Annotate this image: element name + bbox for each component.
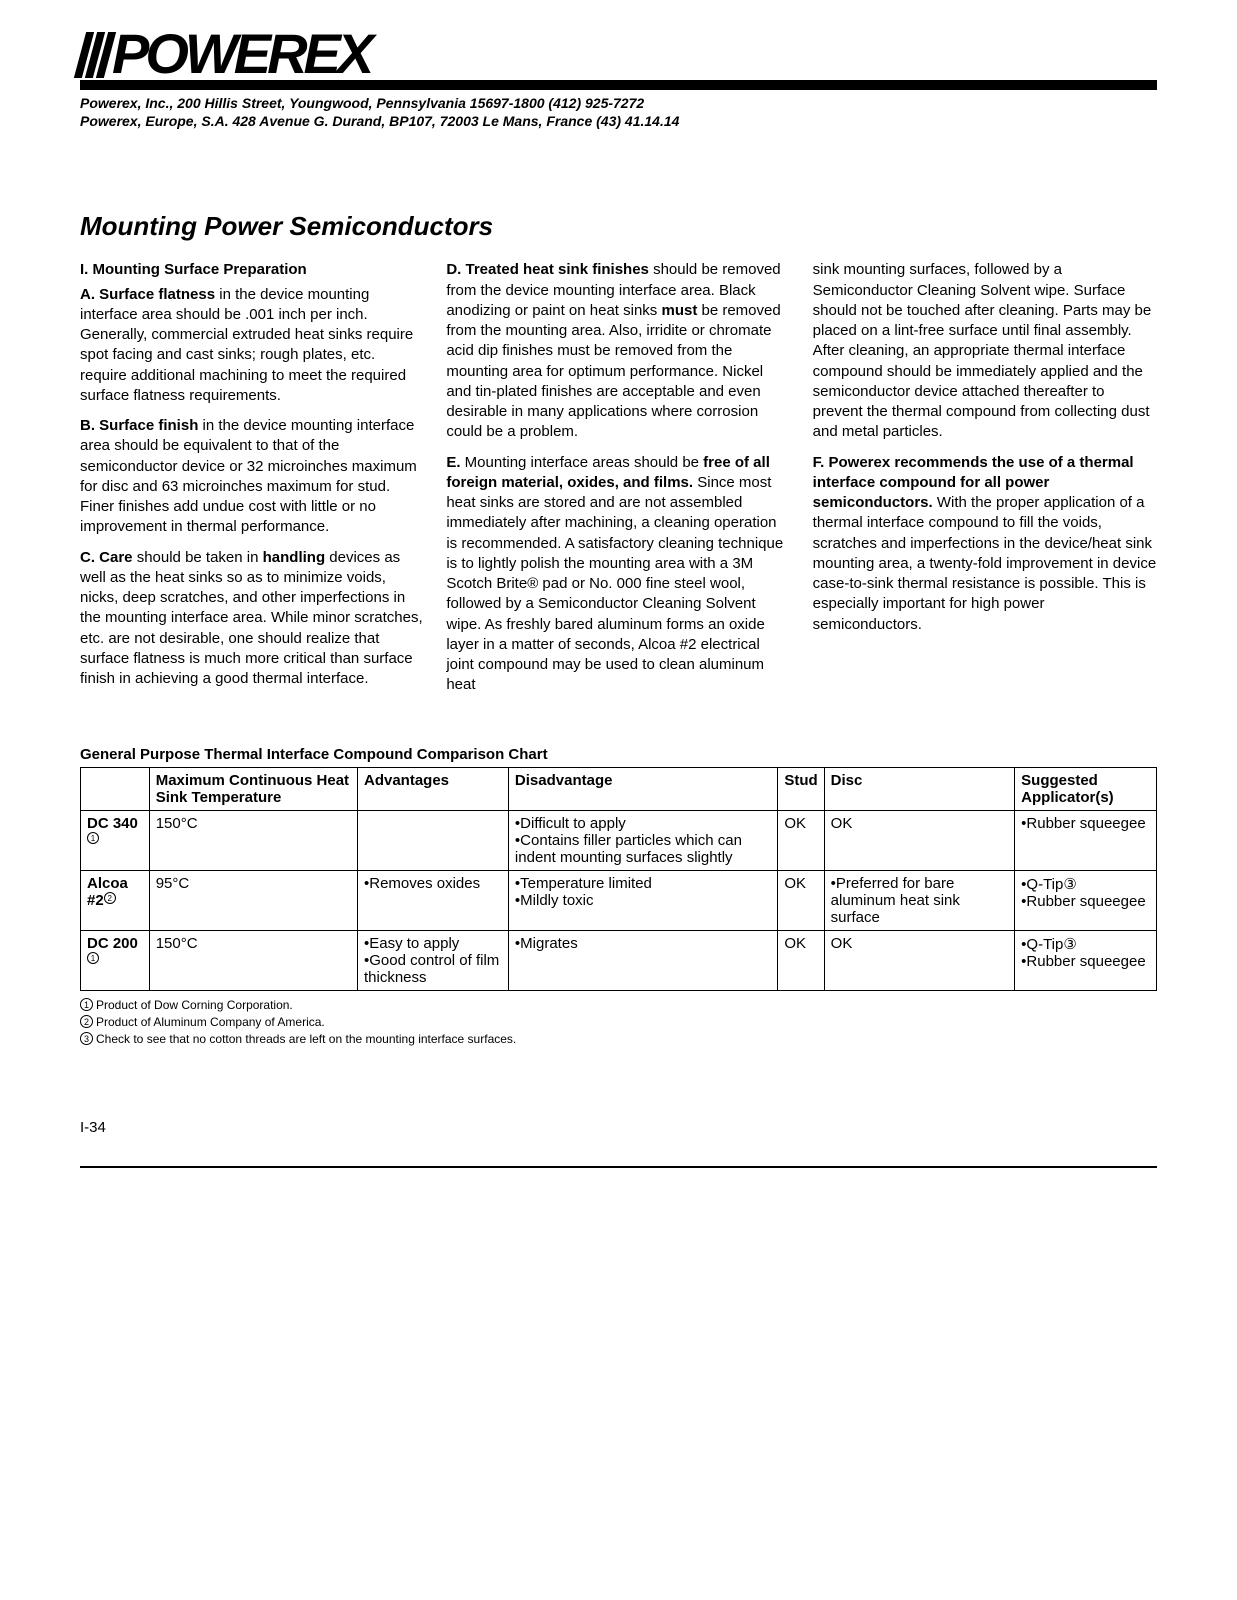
item-e-label: E. [446,454,460,471]
cell-name: DC 3401 [81,810,150,870]
col3-continuation: sink mounting surfaces, followed by a Se… [813,260,1157,442]
bottom-rule [80,1166,1157,1168]
comparison-table: Maximum Continuous Heat Sink Temperature… [80,767,1157,991]
table-row: DC 2001150°C•Easy to apply •Good control… [81,930,1157,990]
item-f-text: With the proper application of a thermal… [813,494,1157,633]
th-app: Suggested Applicator(s) [1015,767,1157,810]
item-b-text: in the device mounting interface area sh… [80,417,417,535]
cell-dis: •Temperature limited •Mildly toxic [508,870,777,930]
table-header-row: Maximum Continuous Heat Sink Temperature… [81,767,1157,810]
chart-title: General Purpose Thermal Interface Compou… [80,746,1157,763]
th-name [81,767,150,810]
item-c-label: C. Care [80,549,133,566]
footnote: 1Product of Dow Corning Corporation. [80,997,1157,1014]
cell-stud: OK [778,930,824,990]
item-e: E. Mounting interface areas should be fr… [446,453,790,696]
column-1: I. Mounting Surface Preparation A. Surfa… [80,260,424,705]
item-c-text: devices as well as the heat sinks so as … [80,549,423,688]
body-columns: I. Mounting Surface Preparation A. Surfa… [80,260,1157,705]
item-d-label: D. Treated heat sink finishes [446,261,649,278]
cell-adv: •Removes oxides [357,870,508,930]
cell-name: Alcoa #22 [81,870,150,930]
logo: POWEREX [80,30,1157,78]
item-a: A. Surface flatness in the device mounti… [80,285,424,407]
column-3: sink mounting surfaces, followed by a Se… [813,260,1157,705]
cell-temp: 95°C [149,870,357,930]
th-disc: Disc [824,767,1015,810]
page-number: I-34 [80,1119,1157,1136]
cell-stud: OK [778,810,824,870]
item-c-bold: handling [263,549,326,566]
footnote: 3Check to see that no cotton threads are… [80,1031,1157,1048]
table-row: DC 3401150°C •Difficult to apply •Contain… [81,810,1157,870]
cell-adv [357,810,508,870]
cell-disc: OK [824,930,1015,990]
item-c-mid: should be taken in [133,549,263,566]
th-dis: Disadvantage [508,767,777,810]
th-temp: Maximum Continuous Heat Sink Temperature [149,767,357,810]
item-a-text: in the device mounting interface area sh… [80,286,413,404]
cell-stud: OK [778,870,824,930]
item-d-must: must [661,302,697,319]
footnotes: 1Product of Dow Corning Corporation.2Pro… [80,997,1157,1049]
th-stud: Stud [778,767,824,810]
logo-text: POWEREX [112,30,370,78]
footnote: 2Product of Aluminum Company of America. [80,1014,1157,1031]
company-line-1: Powerex, Inc., 200 Hillis Street, Youngw… [80,94,1157,113]
cell-dis: •Difficult to apply •Contains filler par… [508,810,777,870]
cell-name: DC 2001 [81,930,150,990]
column-2: D. Treated heat sink finishes should be … [446,260,790,705]
cell-app: •Q-Tip③ •Rubber squeegee [1015,930,1157,990]
item-b-label: B. Surface finish [80,417,198,434]
item-f: F. Powerex recommends the use of a therm… [813,453,1157,635]
cell-app: •Q-Tip③ •Rubber squeegee [1015,870,1157,930]
item-d: D. Treated heat sink finishes should be … [446,260,790,442]
cell-temp: 150°C [149,930,357,990]
item-b: B. Surface finish in the device mounting… [80,416,424,538]
cell-adv: •Easy to apply •Good control of film thi… [357,930,508,990]
cell-dis: •Migrates [508,930,777,990]
table-row: Alcoa #2295°C•Removes oxides•Temperature… [81,870,1157,930]
item-c: C. Care should be taken in handling devi… [80,548,424,690]
item-d-text2: be removed from the mounting area. Also,… [446,302,780,441]
cell-disc: •Preferred for bare aluminum heat sink s… [824,870,1015,930]
item-e-text: Since most heat sinks are stored and are… [446,474,783,694]
section-i-heading: I. Mounting Surface Preparation [80,260,424,280]
company-info: Powerex, Inc., 200 Hillis Street, Youngw… [80,94,1157,132]
item-a-label: A. Surface flatness [80,286,215,303]
cell-disc: OK [824,810,1015,870]
th-adv: Advantages [357,767,508,810]
logo-stripes [74,32,116,78]
company-line-2: Powerex, Europe, S.A. 428 Avenue G. Dura… [80,112,1157,131]
cell-temp: 150°C [149,810,357,870]
item-e-pre: Mounting interface areas should be [461,454,704,471]
page-title: Mounting Power Semiconductors [80,211,1157,242]
cell-app: •Rubber squeegee [1015,810,1157,870]
